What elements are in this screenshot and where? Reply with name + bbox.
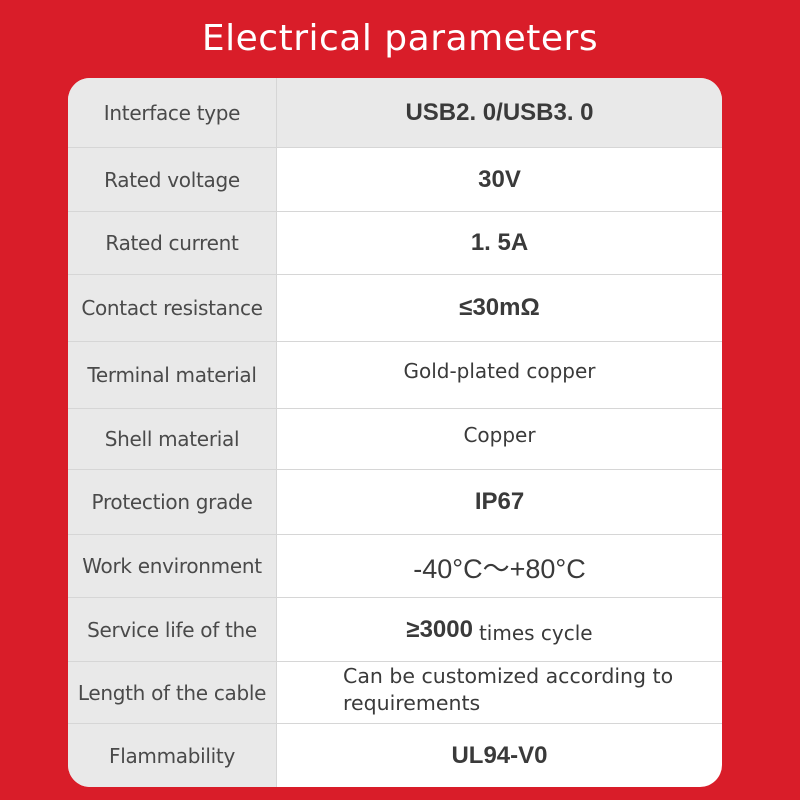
table-row: Shell material Copper xyxy=(68,409,722,470)
value-suffix: times cycle xyxy=(478,620,593,645)
row-label: Terminal material xyxy=(68,342,277,408)
table-row: Contact resistance ≤30mΩ xyxy=(68,275,722,342)
table-row: Terminal material Gold-plated copper xyxy=(68,342,722,409)
row-label: Rated current xyxy=(68,212,277,274)
row-value: USB2. 0/USB3. 0 xyxy=(277,78,722,147)
table-row: Service life of the ≥3000 times cycle xyxy=(68,598,722,662)
table-row: Interface type USB2. 0/USB3. 0 xyxy=(68,78,722,148)
row-label: Contact resistance xyxy=(68,275,277,341)
row-label: Length of the cable xyxy=(68,662,277,723)
row-label: Work environment xyxy=(68,535,277,597)
row-value: ≤30mΩ xyxy=(459,294,540,321)
table-row: Flammability UL94-V0 xyxy=(68,724,722,787)
row-value: UL94-V0 xyxy=(451,741,548,769)
row-value: Can be customized according to requireme… xyxy=(277,662,722,723)
row-value: -40°C～+80°C xyxy=(413,553,586,584)
row-value: Gold-plated copper xyxy=(403,359,596,383)
table-row: Rated current 1. 5A xyxy=(68,212,722,275)
row-value: Copper xyxy=(463,423,536,447)
row-label: Flammability xyxy=(68,724,277,787)
row-value: 1. 5A xyxy=(470,229,529,256)
row-value: 30V xyxy=(478,165,521,193)
row-label: Service life of the xyxy=(68,598,277,661)
row-label: Interface type xyxy=(68,78,277,147)
row-label: Rated voltage xyxy=(68,148,277,211)
row-label: Protection grade xyxy=(68,470,277,534)
table-row: Work environment -40°C～+80°C xyxy=(68,535,722,598)
page-title: Electrical parameters xyxy=(201,18,599,59)
row-value: IP67 xyxy=(474,488,525,515)
row-label: Shell material xyxy=(68,409,277,469)
value-number: ≥3000 xyxy=(406,615,473,643)
value-text: Can be customized according to requireme… xyxy=(343,663,674,715)
table-row: Length of the cable Can be customized ac… xyxy=(68,662,722,724)
table-row: Rated voltage 30V xyxy=(68,148,722,212)
row-value: ≥3000 times cycle xyxy=(277,598,722,661)
parameters-table: Interface type USB2. 0/USB3. 0 Rated vol… xyxy=(68,78,722,787)
table-row: Protection grade IP67 xyxy=(68,470,722,535)
